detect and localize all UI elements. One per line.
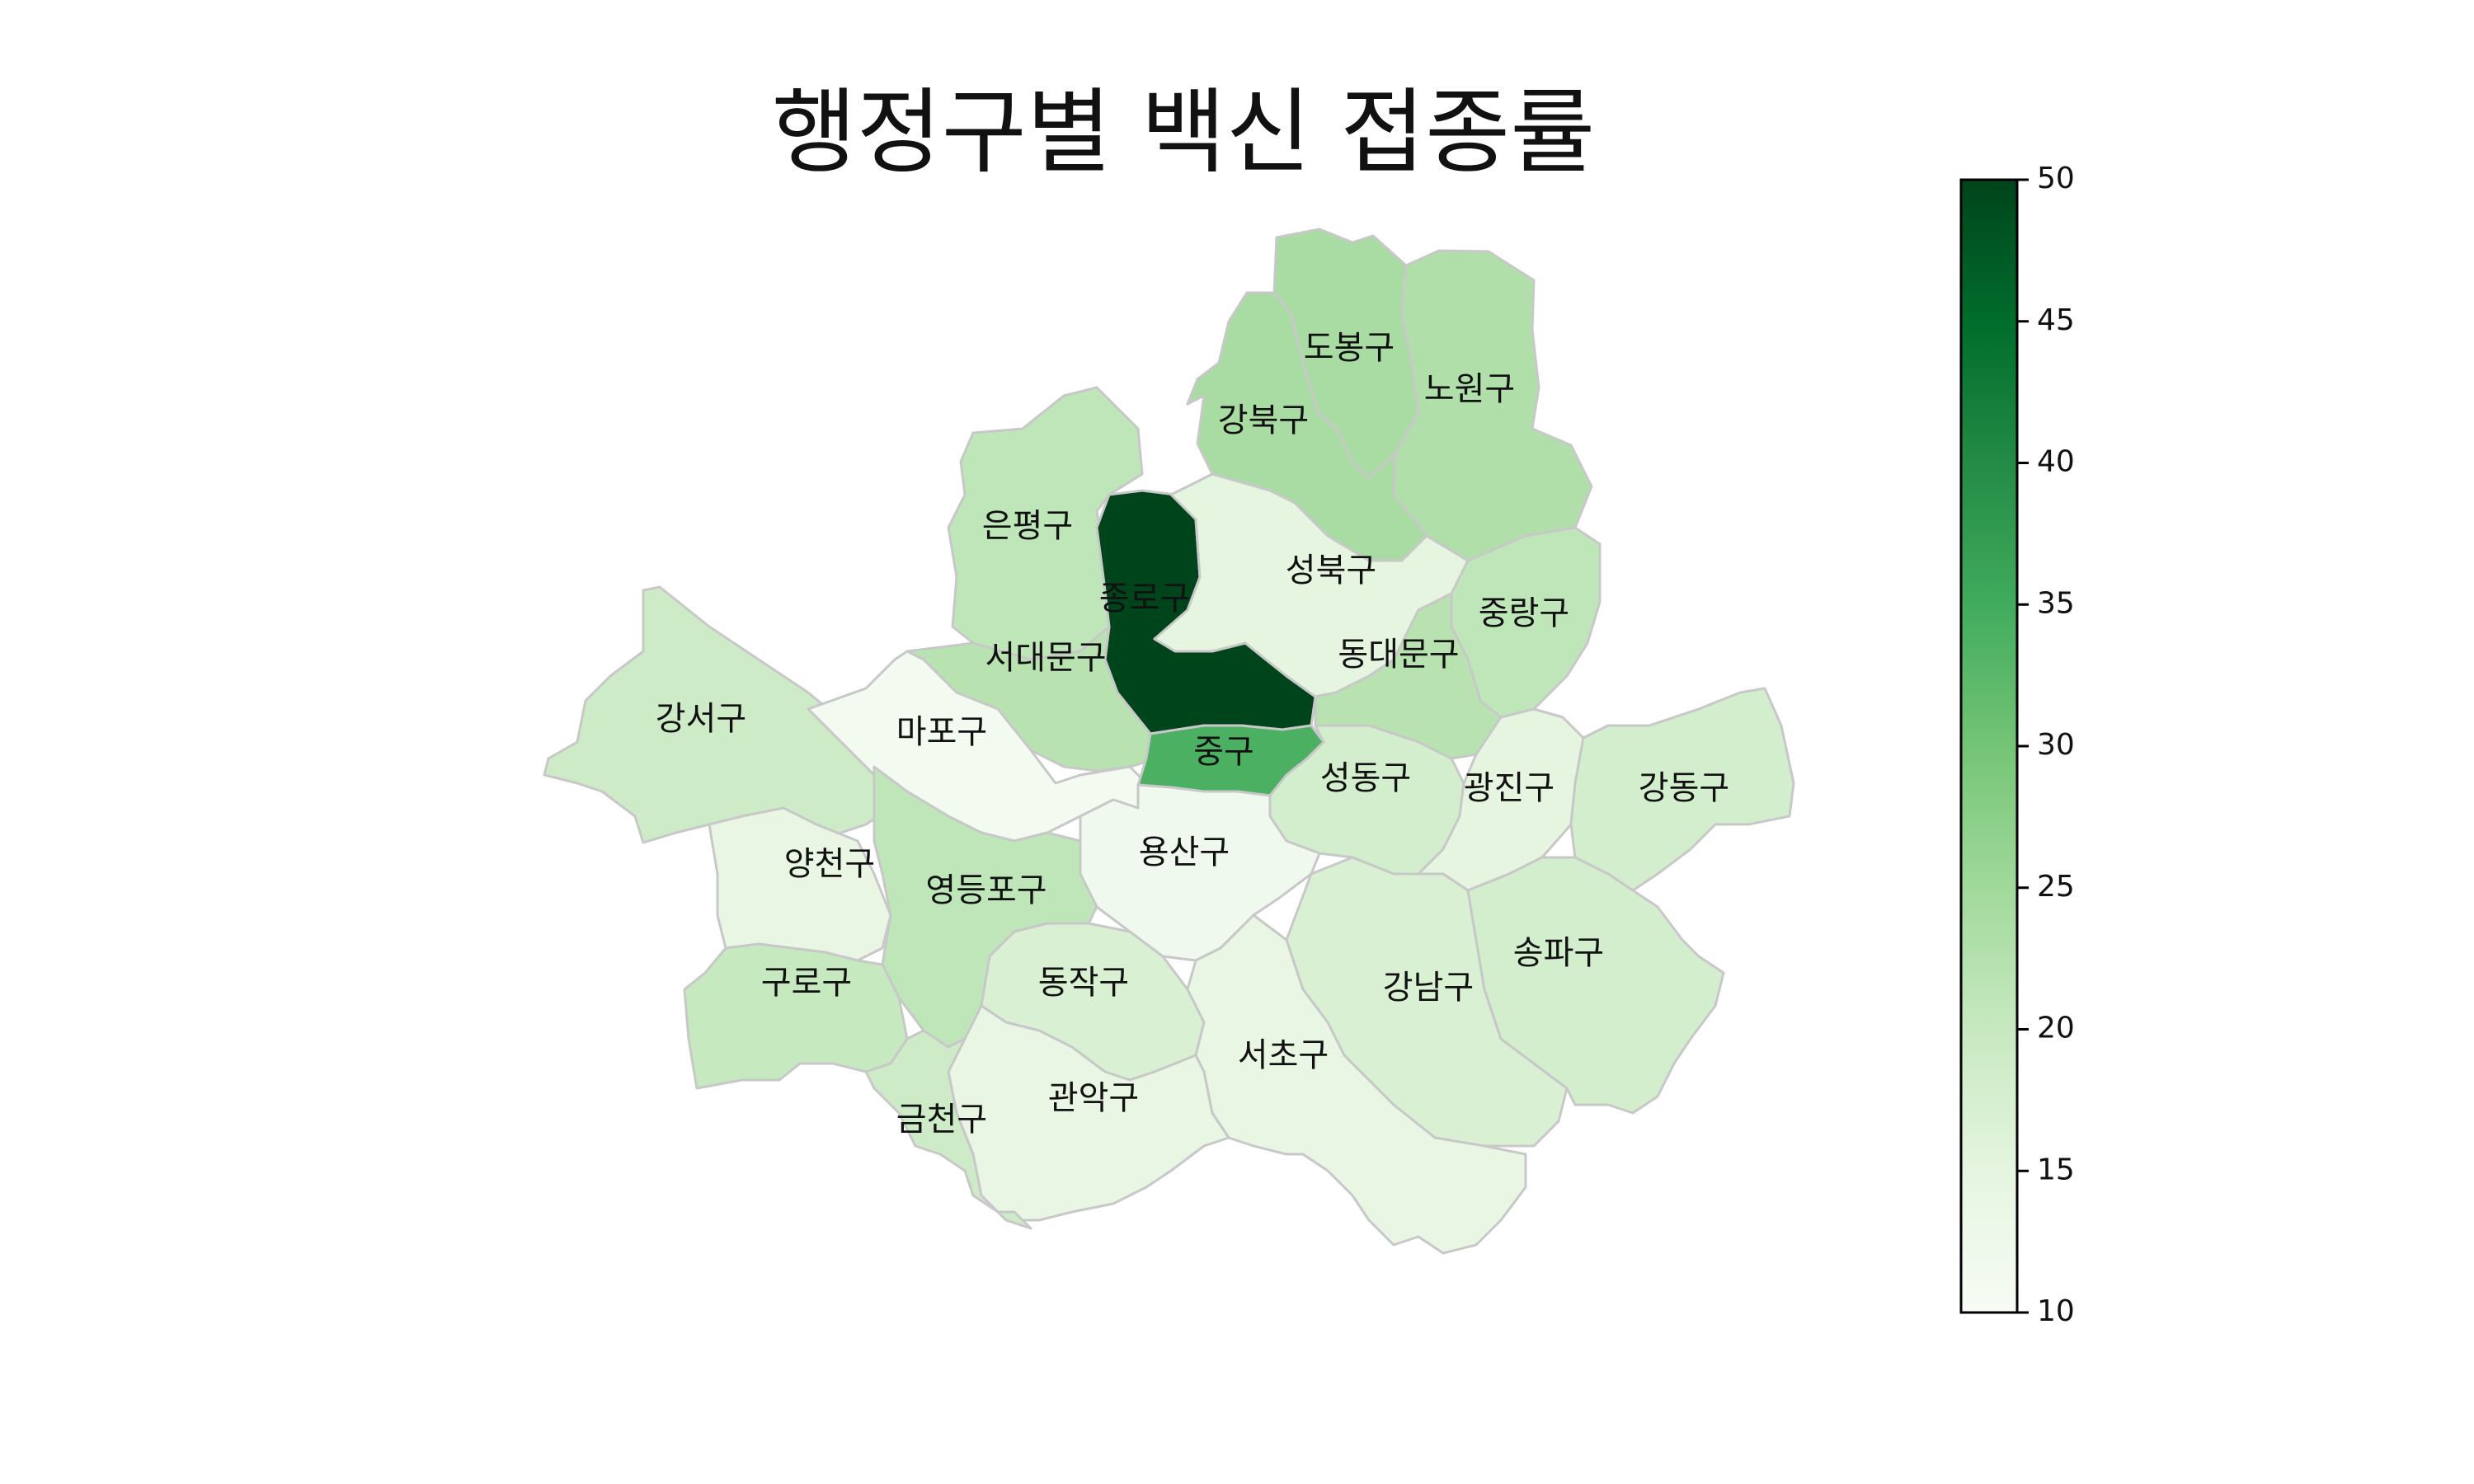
district-label-yangcheon: 양천구: [784, 845, 875, 883]
district-songpa: [1466, 856, 1725, 1115]
district-label-yeongdeungpo: 영등포구: [925, 871, 1047, 909]
district-label-gangdong: 강동구: [1639, 769, 1729, 807]
colorbar-tick-label: 50: [2037, 162, 2075, 195]
district-label-jongno: 종로구: [1099, 580, 1190, 618]
colorbar-gradient: [1959, 178, 2019, 1314]
district-geumcheon: [864, 1029, 1032, 1230]
colorbar-tick-label: 10: [2037, 1294, 2075, 1328]
district-label-yongsan: 용산구: [1139, 834, 1230, 871]
district-label-gangnam: 강남구: [1383, 969, 1474, 1007]
colorbar-tick-label: 35: [2037, 586, 2075, 620]
district-label-seongbuk: 성북구: [1286, 552, 1376, 589]
district-yongsan: [1079, 783, 1321, 962]
colorbar-tick-label: 25: [2037, 870, 2075, 904]
district-label-gwangjin: 광진구: [1464, 769, 1554, 807]
district-yangcheon: [708, 806, 892, 962]
district-layer: [543, 228, 1795, 1255]
district-label-gangbuk: 강북구: [1218, 402, 1309, 439]
map-title: 행정구별 백신 접종률: [771, 79, 1596, 186]
district-label-seodaemun: 서대문구: [985, 639, 1106, 677]
colorbar-tick-label: 30: [2037, 728, 2075, 762]
district-label-mapo: 마포구: [896, 713, 987, 751]
district-label-songpa: 송파구: [1513, 934, 1604, 972]
district-gangseo: [543, 585, 892, 859]
district-label-dongjak: 동작구: [1038, 964, 1129, 1002]
colorbar: 10 15 20 25 30 35 40 45 50: [1959, 162, 2075, 1328]
colorbar-tick-label: 40: [2037, 445, 2075, 479]
district-label-seongdong: 성동구: [1320, 759, 1411, 797]
colorbar-tick-label: 20: [2037, 1012, 2075, 1045]
district-label-guro: 구로구: [761, 964, 852, 1002]
district-label-junggu: 중구: [1193, 733, 1254, 771]
district-label-eunpyeong: 은평구: [982, 507, 1073, 545]
district-label-jungnang: 중랑구: [1479, 594, 1569, 632]
colorbar-tick-label: 15: [2037, 1153, 2075, 1186]
colorbar-ticks: 10 15 20 25 30 35 40 45 50: [2017, 162, 2075, 1328]
district-label-geumcheon: 금천구: [896, 1101, 987, 1139]
district-label-nowon: 노원구: [1424, 370, 1515, 408]
colorbar-tick-label: 45: [2037, 303, 2075, 337]
district-label-seocho: 서초구: [1238, 1036, 1329, 1074]
district-label-gwanak: 관악구: [1048, 1079, 1139, 1117]
district-label-dongdaemun: 동대문구: [1338, 636, 1459, 674]
district-label-dobong: 도봉구: [1304, 329, 1395, 367]
district-label-gangseo: 강서구: [656, 700, 746, 738]
